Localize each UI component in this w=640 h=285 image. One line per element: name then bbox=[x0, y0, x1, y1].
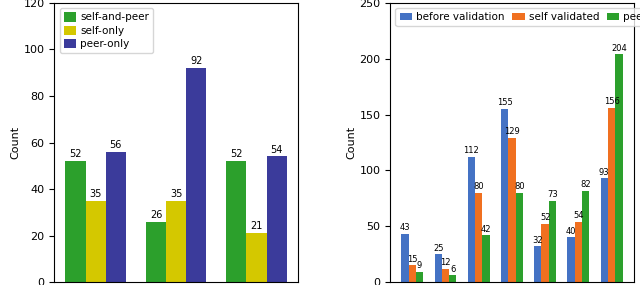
Text: 21: 21 bbox=[250, 221, 262, 231]
Bar bbox=[501, 109, 508, 282]
Bar bbox=[106, 152, 126, 282]
Text: 112: 112 bbox=[463, 146, 479, 155]
Bar bbox=[582, 191, 589, 282]
Text: 52: 52 bbox=[540, 213, 550, 222]
Text: 9: 9 bbox=[417, 261, 422, 270]
Text: 42: 42 bbox=[481, 225, 492, 233]
Text: 35: 35 bbox=[90, 189, 102, 199]
Bar bbox=[442, 269, 449, 282]
Text: 54: 54 bbox=[573, 211, 584, 220]
Y-axis label: Count: Count bbox=[347, 126, 356, 159]
Bar bbox=[468, 157, 475, 282]
Bar bbox=[615, 54, 623, 282]
Legend: self-and-peer, self-only, peer-only: self-and-peer, self-only, peer-only bbox=[60, 8, 154, 53]
Bar bbox=[568, 237, 575, 282]
Bar bbox=[541, 224, 548, 282]
Text: 82: 82 bbox=[580, 180, 591, 189]
Bar bbox=[86, 201, 106, 282]
Bar bbox=[65, 161, 86, 282]
Bar bbox=[186, 68, 206, 282]
Bar bbox=[575, 222, 582, 282]
Text: 204: 204 bbox=[611, 44, 627, 52]
Bar bbox=[227, 161, 246, 282]
Text: 26: 26 bbox=[150, 210, 162, 220]
Text: 73: 73 bbox=[547, 190, 558, 199]
Text: 25: 25 bbox=[433, 244, 444, 253]
Text: 156: 156 bbox=[604, 97, 620, 106]
Bar bbox=[401, 234, 408, 282]
Legend: before validation, self validated, peer validated: before validation, self validated, peer … bbox=[396, 8, 640, 27]
Text: 92: 92 bbox=[190, 56, 202, 66]
Text: 155: 155 bbox=[497, 98, 513, 107]
Bar bbox=[483, 235, 490, 282]
Text: 52: 52 bbox=[69, 149, 82, 159]
Bar bbox=[146, 222, 166, 282]
Text: 56: 56 bbox=[109, 140, 122, 150]
Bar bbox=[416, 272, 423, 282]
Bar bbox=[516, 193, 523, 282]
Text: 12: 12 bbox=[440, 258, 451, 267]
Bar bbox=[534, 247, 541, 282]
Text: 43: 43 bbox=[399, 223, 410, 233]
Text: 54: 54 bbox=[271, 144, 283, 154]
Bar bbox=[475, 193, 483, 282]
Bar bbox=[267, 156, 287, 282]
Text: 6: 6 bbox=[450, 265, 456, 274]
Y-axis label: Count: Count bbox=[11, 126, 20, 159]
Bar bbox=[408, 265, 416, 282]
Bar bbox=[166, 201, 186, 282]
Text: 35: 35 bbox=[170, 189, 182, 199]
Bar bbox=[246, 233, 267, 282]
Text: 129: 129 bbox=[504, 127, 520, 136]
Bar bbox=[608, 108, 615, 282]
Text: 80: 80 bbox=[514, 182, 525, 191]
Text: 52: 52 bbox=[230, 149, 243, 159]
Bar bbox=[548, 201, 556, 282]
Text: 40: 40 bbox=[566, 227, 576, 236]
Text: 80: 80 bbox=[474, 182, 484, 191]
Bar bbox=[508, 138, 516, 282]
Bar bbox=[435, 254, 442, 282]
Text: 93: 93 bbox=[599, 168, 609, 177]
Bar bbox=[600, 178, 608, 282]
Bar bbox=[449, 275, 456, 282]
Text: 32: 32 bbox=[532, 236, 543, 245]
Text: 15: 15 bbox=[407, 255, 417, 264]
